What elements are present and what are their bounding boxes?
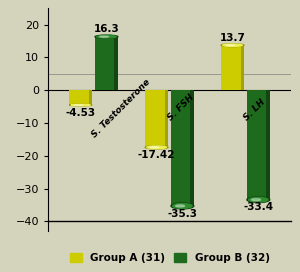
Ellipse shape — [100, 36, 109, 37]
Text: -33.4: -33.4 — [243, 202, 273, 212]
Ellipse shape — [221, 44, 244, 47]
Text: -17.42: -17.42 — [138, 150, 175, 160]
Text: 16.3: 16.3 — [94, 24, 119, 34]
Bar — [114, 37, 118, 90]
Ellipse shape — [173, 203, 192, 208]
Ellipse shape — [150, 147, 159, 148]
Text: 13.7: 13.7 — [220, 33, 245, 43]
Ellipse shape — [249, 197, 268, 202]
Bar — [190, 90, 194, 206]
Bar — [88, 90, 92, 105]
Ellipse shape — [145, 146, 168, 149]
Bar — [165, 90, 168, 147]
Bar — [145, 90, 168, 147]
Ellipse shape — [97, 35, 116, 38]
Ellipse shape — [223, 44, 242, 46]
Bar — [247, 90, 270, 200]
Bar — [221, 45, 244, 90]
Bar — [266, 90, 270, 200]
Ellipse shape — [171, 203, 194, 209]
Text: S. FSH: S. FSH — [166, 93, 196, 123]
Ellipse shape — [176, 205, 185, 207]
Text: S. LH: S. LH — [242, 98, 267, 123]
Ellipse shape — [69, 104, 92, 106]
Text: -35.3: -35.3 — [167, 209, 197, 219]
Ellipse shape — [95, 35, 118, 38]
Ellipse shape — [147, 146, 166, 149]
Ellipse shape — [71, 104, 90, 106]
Bar — [241, 45, 244, 90]
Bar — [95, 37, 118, 90]
Legend: Group A (31), Group B (32): Group A (31), Group B (32) — [66, 250, 273, 266]
Bar — [69, 90, 92, 105]
Text: S. Testosterone: S. Testosterone — [90, 77, 152, 139]
Ellipse shape — [247, 197, 270, 203]
Ellipse shape — [251, 199, 261, 201]
Text: -4.53: -4.53 — [66, 108, 96, 118]
Bar — [171, 90, 194, 206]
Ellipse shape — [226, 45, 235, 46]
